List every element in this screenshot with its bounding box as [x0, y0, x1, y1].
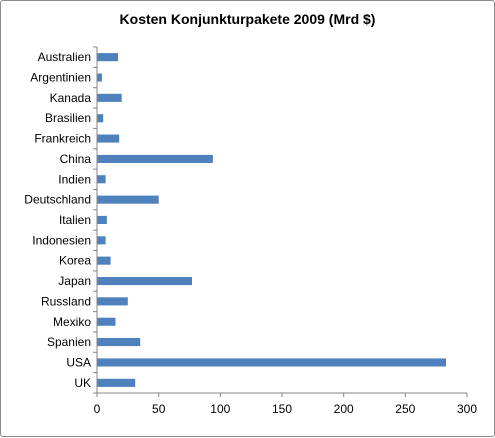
category-label: Spanien [47, 335, 91, 349]
bar-italien [97, 215, 107, 224]
category-label: Deutschland [24, 193, 91, 207]
x-tick-label: 200 [334, 402, 354, 416]
category-label: Australien [38, 50, 91, 64]
bar-uk [97, 378, 136, 387]
x-tick-label: 250 [395, 402, 415, 416]
bar-indonesien [97, 236, 106, 245]
bar-russland [97, 297, 128, 306]
bar-australien [97, 53, 118, 62]
bar-deutschland [97, 195, 159, 204]
category-label: Japan [58, 274, 91, 288]
x-tick-label: 300 [457, 402, 477, 416]
category-label: Indien [58, 172, 91, 186]
category-label: Mexiko [53, 315, 91, 329]
bar-spanien [97, 338, 141, 347]
category-label: Russland [41, 294, 91, 308]
category-label: UK [74, 376, 91, 390]
x-tick-label: 0 [94, 402, 101, 416]
x-tick-label: 100 [210, 402, 230, 416]
x-tick-label: 50 [152, 402, 166, 416]
bar-argentinien [97, 73, 102, 82]
bar-brasilien [97, 114, 104, 123]
category-label: Italien [59, 213, 91, 227]
category-label: China [60, 152, 92, 166]
bar-japan [97, 277, 192, 286]
bar-frankreich [97, 134, 120, 143]
category-label: Frankreich [34, 132, 91, 146]
category-label: Argentinien [30, 71, 91, 85]
category-label: Brasilien [45, 111, 91, 125]
bar-usa [97, 358, 446, 367]
bar-kanada [97, 93, 122, 102]
bar-korea [97, 256, 111, 265]
category-label: Korea [59, 254, 91, 268]
x-tick-label: 150 [272, 402, 292, 416]
bar-mexiko [97, 317, 116, 326]
category-label: Kanada [50, 91, 92, 105]
bar-china [97, 154, 213, 163]
category-label: USA [66, 356, 91, 370]
bar-indien [97, 175, 106, 184]
chart-title: Kosten Konjunkturpakete 2009 (Mrd $) [119, 11, 376, 27]
category-label: Indonesien [32, 233, 91, 247]
